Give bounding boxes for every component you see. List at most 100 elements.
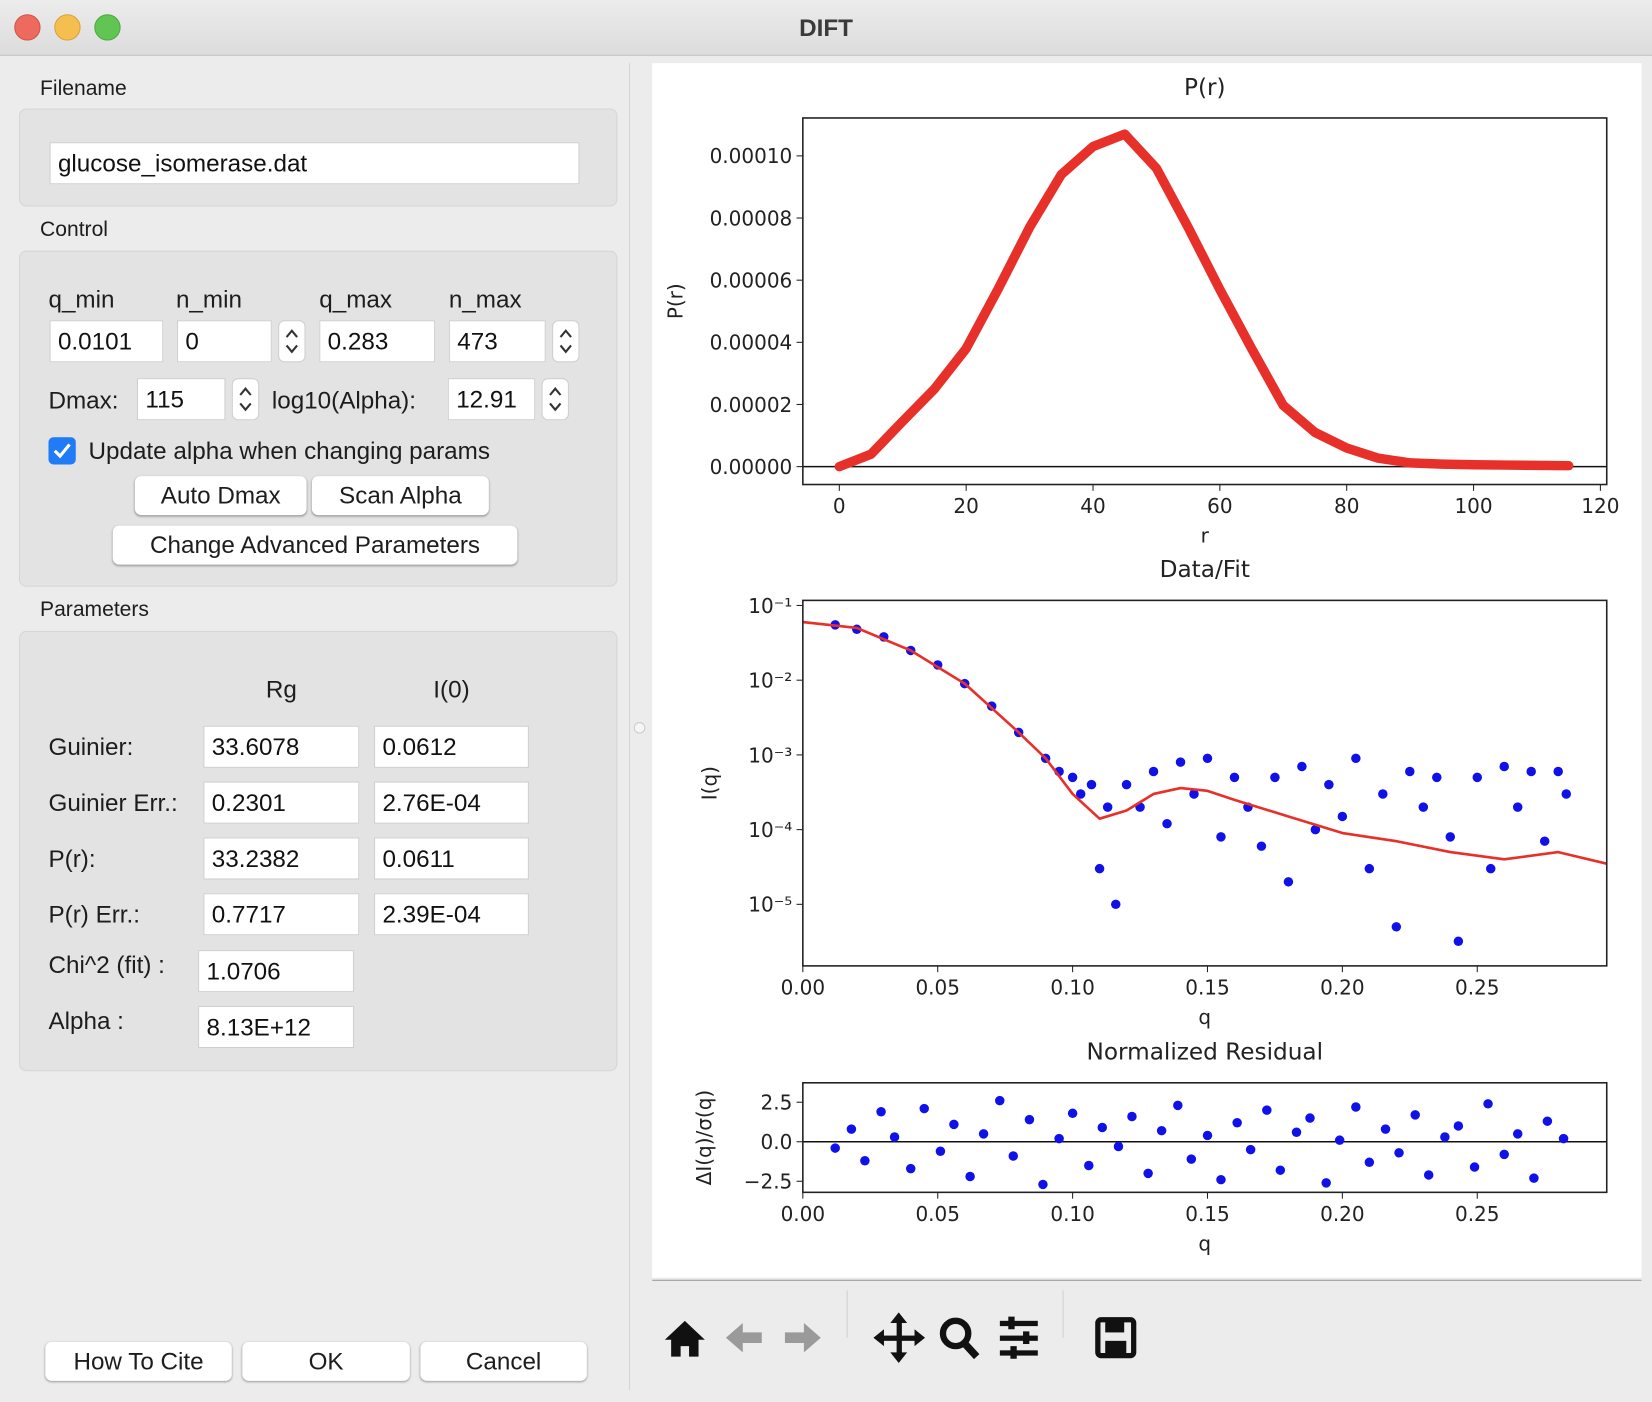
close-button[interactable] <box>14 14 41 41</box>
data-point <box>1283 877 1294 887</box>
checkbox-label: Update alpha when changing params <box>88 437 490 465</box>
data-point <box>1256 841 1267 851</box>
data-point <box>995 1095 1005 1106</box>
data-point <box>1539 836 1550 846</box>
x-tick-label: 120 <box>1581 494 1619 518</box>
x-axis-label: q <box>1198 1231 1211 1255</box>
data-point <box>1364 863 1375 874</box>
y-tick-label: 0.00006 <box>710 269 793 293</box>
how-to-cite-button[interactable]: How To Cite <box>45 1341 232 1381</box>
x-tick-label: 0.15 <box>1185 1202 1230 1226</box>
x-tick-label: 20 <box>953 494 978 518</box>
data-point <box>1310 824 1321 835</box>
y-tick-label: −2.5 <box>744 1170 793 1194</box>
data-point <box>1262 1105 1272 1115</box>
minimize-button[interactable] <box>54 14 81 41</box>
x-axis-label: q <box>1198 1005 1211 1029</box>
n-max-input[interactable]: 473 <box>448 320 546 363</box>
advanced-button[interactable]: Change Advanced Parameters <box>112 525 518 565</box>
data-point <box>1542 1116 1553 1126</box>
data-point <box>1216 832 1226 842</box>
data-point <box>889 1132 900 1142</box>
pan-button[interactable] <box>873 1312 926 1363</box>
row-label: Guinier Err.: <box>48 788 178 817</box>
data-point <box>965 1171 975 1182</box>
cancel-button[interactable]: Cancel <box>420 1341 587 1381</box>
data-point <box>1334 1135 1345 1145</box>
y-tick-label: 0.00010 <box>710 144 793 168</box>
scan-alpha-button[interactable]: Scan Alpha <box>311 476 489 516</box>
alpha-value-input[interactable]: 8.13E+12 <box>198 1005 355 1049</box>
data-point <box>1405 766 1415 777</box>
field-label: log10(Alpha): <box>271 386 416 414</box>
data-point <box>1102 802 1113 812</box>
data-point <box>1321 1178 1331 1188</box>
y-tick-label: 2.5 <box>760 1091 792 1115</box>
spinner[interactable] <box>278 320 306 363</box>
n-min-input[interactable]: 0 <box>177 320 272 363</box>
spinner[interactable] <box>552 320 580 363</box>
data-point <box>1067 1108 1078 1119</box>
x-tick-label: 0.00 <box>781 975 826 999</box>
row-label: Guinier: <box>48 733 134 761</box>
x-tick-label: 0.20 <box>1320 1202 1365 1226</box>
data-point <box>1121 779 1132 790</box>
x-tick-label: 0.20 <box>1320 975 1365 999</box>
data-point <box>1391 922 1402 932</box>
data-point <box>846 1124 857 1134</box>
q-min-input[interactable]: 0.0101 <box>49 320 164 363</box>
data-point <box>1189 789 1199 799</box>
ok-button[interactable]: OK <box>242 1341 410 1381</box>
spinner[interactable] <box>231 378 260 421</box>
value-input[interactable]: 2.39E-04 <box>374 893 529 936</box>
data-point <box>1453 1121 1464 1131</box>
y-tick-label: 0.00004 <box>710 331 793 355</box>
data-point <box>1499 1149 1509 1160</box>
checkbox[interactable] <box>48 437 76 465</box>
x-axis-label: r <box>1201 523 1210 547</box>
value-input[interactable]: 33.6078 <box>203 725 360 768</box>
data-point <box>1067 772 1078 783</box>
spinner-arrows <box>239 387 252 412</box>
value-input[interactable]: 33.2382 <box>203 837 360 880</box>
data-point <box>1445 832 1456 842</box>
filename-input[interactable]: glucose_isomerase.dat <box>49 142 580 185</box>
data-line <box>802 620 1607 865</box>
splitter-handle[interactable] <box>632 720 647 735</box>
window-controls <box>14 14 121 41</box>
back-button[interactable] <box>725 1322 762 1353</box>
forward-button[interactable] <box>784 1322 821 1353</box>
value-input[interactable]: 0.7717 <box>203 893 360 936</box>
q-max-input[interactable]: 0.283 <box>319 320 436 363</box>
spinner[interactable] <box>541 378 569 421</box>
data-point <box>1202 753 1213 764</box>
value-input[interactable]: 0.2301 <box>203 781 360 824</box>
dmax-input[interactable]: 115 <box>136 378 226 421</box>
data-point <box>1469 1162 1480 1172</box>
alpha-input[interactable]: 12.91 <box>447 378 536 421</box>
value-input[interactable]: 0.0611 <box>374 837 529 880</box>
chart-title: Data/Fit <box>1160 556 1250 583</box>
data-point <box>1038 1179 1048 1190</box>
value-input[interactable]: 2.76E-04 <box>374 781 529 824</box>
data-point <box>1499 761 1509 772</box>
auto-dmax-button[interactable]: Auto Dmax <box>134 476 307 516</box>
home-button[interactable] <box>664 1320 705 1357</box>
y-tick-label: 10⁻⁴ <box>748 818 792 842</box>
x-tick-label: 0.25 <box>1455 1202 1500 1226</box>
plot-area <box>652 63 1642 1278</box>
zoom-button[interactable] <box>94 14 121 41</box>
row-label: P(r) Err.: <box>48 900 141 928</box>
chi-input[interactable]: 1.0706 <box>198 950 355 993</box>
save-button[interactable] <box>1095 1317 1137 1359</box>
configure-button[interactable] <box>999 1316 1038 1359</box>
value-input[interactable]: 0.0612 <box>374 725 529 768</box>
x-tick-label: 60 <box>1207 494 1232 518</box>
axes-frame <box>802 117 1608 486</box>
x-tick-label: 0.15 <box>1185 975 1230 999</box>
data-point <box>1232 1118 1242 1128</box>
y-tick-label: 10⁻⁵ <box>748 893 792 917</box>
zoom-button[interactable] <box>939 1317 980 1360</box>
